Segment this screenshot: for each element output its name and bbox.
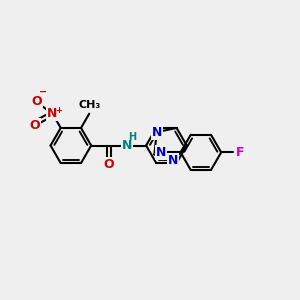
Text: N: N (156, 146, 166, 159)
Text: N: N (122, 139, 132, 152)
Text: N: N (152, 126, 162, 139)
Text: O: O (29, 119, 40, 132)
Text: F: F (236, 146, 245, 159)
Text: CH₃: CH₃ (78, 100, 100, 110)
Text: O: O (104, 158, 114, 171)
Text: −: − (39, 87, 47, 97)
Text: H: H (128, 132, 136, 142)
Text: N: N (168, 154, 178, 167)
Text: O: O (32, 95, 42, 108)
Text: N: N (47, 107, 58, 120)
Text: +: + (56, 106, 63, 115)
